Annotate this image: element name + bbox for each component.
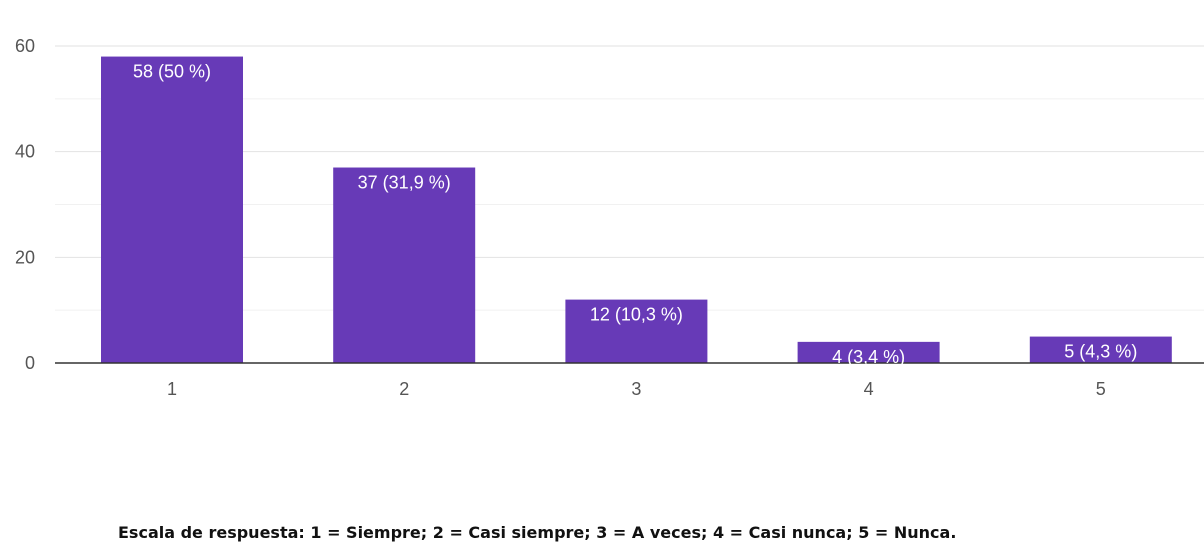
response-scale-caption: Escala de respuesta: 1 = Siempre; 2 = Ca…	[118, 523, 957, 542]
bar-data-label: 12 (10,3 %)	[590, 305, 683, 325]
y-tick-label: 60	[15, 36, 35, 56]
x-tick-label: 4	[864, 379, 874, 399]
bar-4	[797, 341, 940, 363]
x-axis-ticks: 1 2 3 4 5	[167, 379, 1106, 399]
x-tick-label: 2	[399, 379, 409, 399]
bar-data-label: 5 (4,3 %)	[1064, 342, 1137, 362]
y-axis-ticks: 0 20 40 60	[15, 36, 35, 373]
y-tick-label: 0	[25, 353, 35, 373]
x-tick-label: 1	[167, 379, 177, 399]
x-tick-label: 5	[1096, 379, 1106, 399]
bar-3	[565, 299, 708, 363]
grid-lines	[55, 45, 1204, 311]
bar-data-label: 4 (3,4 %)	[832, 347, 905, 367]
bar-1	[101, 56, 243, 364]
y-tick-label: 40	[15, 142, 35, 162]
bar-data-label: 58 (50 %)	[133, 62, 211, 82]
bars	[101, 56, 1172, 364]
x-tick-label: 3	[631, 379, 641, 399]
bar-chart: 0 20 40 60 1 2 3 4 5 58 (50 %) 37 (31,9 %) 12 (10…	[15, 36, 1204, 399]
bar-2	[333, 167, 476, 363]
bar-data-label: 37 (31,9 %)	[358, 173, 451, 193]
y-tick-label: 20	[15, 247, 35, 267]
bar-data-labels: 58 (50 %) 37 (31,9 %) 12 (10,3 %) 4 (3,4 %)…	[133, 62, 1137, 367]
bar-5	[1029, 336, 1172, 363]
